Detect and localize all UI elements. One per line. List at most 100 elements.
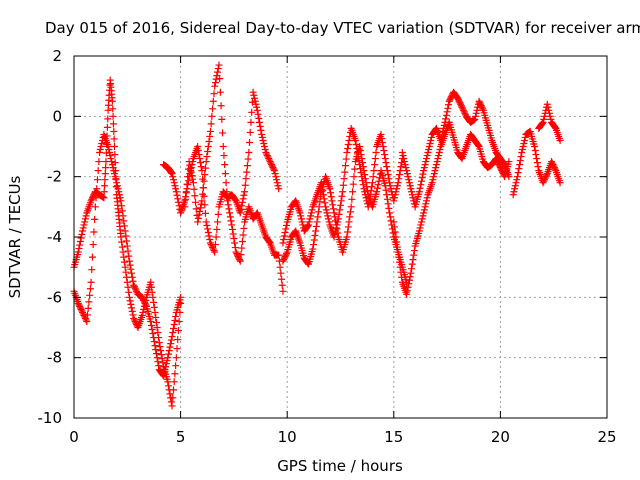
data-point bbox=[151, 342, 159, 350]
data-point bbox=[419, 170, 427, 178]
data-point bbox=[120, 253, 128, 261]
data-point bbox=[161, 366, 169, 374]
data-point bbox=[184, 173, 192, 181]
data-point bbox=[128, 304, 136, 312]
data-point bbox=[147, 321, 155, 329]
data-point bbox=[253, 103, 261, 111]
data-point bbox=[381, 155, 389, 163]
data-point bbox=[436, 146, 444, 154]
data-point bbox=[195, 151, 203, 159]
data-point bbox=[358, 173, 366, 181]
data-point bbox=[273, 176, 281, 184]
data-point bbox=[108, 97, 116, 105]
data-point bbox=[422, 197, 430, 205]
data-point bbox=[243, 168, 251, 176]
data-point bbox=[209, 105, 217, 113]
data-point bbox=[349, 188, 357, 196]
data-point bbox=[378, 134, 386, 142]
data-point bbox=[88, 253, 96, 261]
data-point bbox=[230, 235, 238, 243]
data-point bbox=[142, 301, 150, 309]
data-point bbox=[359, 181, 367, 189]
data-point bbox=[148, 326, 156, 334]
data-point bbox=[214, 68, 222, 76]
data-point bbox=[373, 184, 381, 192]
data-point bbox=[369, 173, 377, 181]
data-point bbox=[399, 152, 407, 160]
data-point bbox=[331, 230, 339, 238]
data-point bbox=[91, 203, 99, 211]
data-point bbox=[521, 133, 529, 141]
data-point bbox=[208, 242, 216, 250]
data-point bbox=[118, 243, 126, 251]
data-point bbox=[405, 276, 413, 284]
data-point bbox=[177, 293, 185, 301]
data-point bbox=[432, 161, 440, 169]
data-point bbox=[395, 171, 403, 179]
data-point bbox=[336, 206, 344, 214]
data-point bbox=[316, 198, 324, 206]
data-point bbox=[79, 224, 87, 232]
data-point bbox=[258, 133, 266, 141]
data-point bbox=[172, 362, 180, 370]
data-point bbox=[129, 311, 137, 319]
data-point bbox=[378, 138, 386, 146]
data-point bbox=[458, 103, 466, 111]
data-point bbox=[79, 310, 87, 318]
data-point bbox=[174, 336, 182, 344]
data-point bbox=[396, 167, 404, 175]
data-point bbox=[371, 161, 379, 169]
data-point bbox=[496, 164, 504, 172]
data-point bbox=[545, 106, 553, 114]
data-point bbox=[172, 312, 180, 320]
data-point bbox=[273, 179, 281, 187]
data-point bbox=[253, 106, 261, 114]
data-point bbox=[345, 136, 353, 144]
y-tick-label: 0 bbox=[52, 107, 62, 125]
data-point bbox=[544, 103, 552, 111]
data-point bbox=[346, 208, 354, 216]
x-tick-label: 5 bbox=[176, 428, 186, 446]
data-point bbox=[189, 179, 197, 187]
data-point bbox=[206, 239, 214, 247]
series-track-h bbox=[398, 88, 513, 211]
data-point bbox=[113, 182, 121, 190]
data-point bbox=[127, 300, 135, 308]
data-point bbox=[519, 143, 527, 150]
data-point bbox=[366, 191, 374, 199]
data-point bbox=[211, 248, 219, 256]
data-point bbox=[196, 159, 204, 167]
series-track-j bbox=[535, 100, 564, 144]
data-point bbox=[321, 199, 329, 207]
data-point bbox=[279, 257, 287, 265]
data-point bbox=[425, 146, 433, 154]
data-point bbox=[540, 115, 548, 123]
data-point bbox=[276, 263, 284, 271]
data-point bbox=[313, 218, 321, 226]
y-tick-label: 2 bbox=[52, 47, 62, 65]
data-point bbox=[195, 211, 203, 219]
data-point bbox=[101, 176, 109, 184]
data-point bbox=[182, 195, 190, 203]
data-point bbox=[417, 221, 425, 229]
data-point bbox=[549, 161, 557, 169]
y-tick-label: -6 bbox=[47, 288, 62, 306]
data-point bbox=[418, 174, 426, 182]
data-point bbox=[543, 171, 551, 179]
data-point bbox=[204, 228, 212, 236]
data-point bbox=[421, 203, 429, 211]
data-point bbox=[408, 188, 416, 196]
data-point bbox=[282, 250, 290, 258]
data-point bbox=[405, 179, 413, 187]
data-point bbox=[110, 127, 118, 135]
data-point bbox=[76, 304, 84, 312]
data-point bbox=[236, 257, 244, 265]
data-point bbox=[168, 170, 176, 178]
data-point bbox=[393, 185, 401, 193]
data-point bbox=[327, 189, 335, 197]
data-point bbox=[404, 173, 412, 181]
data-point bbox=[118, 207, 126, 215]
data-point bbox=[130, 316, 138, 324]
data-point bbox=[325, 218, 333, 226]
data-point bbox=[513, 176, 521, 184]
